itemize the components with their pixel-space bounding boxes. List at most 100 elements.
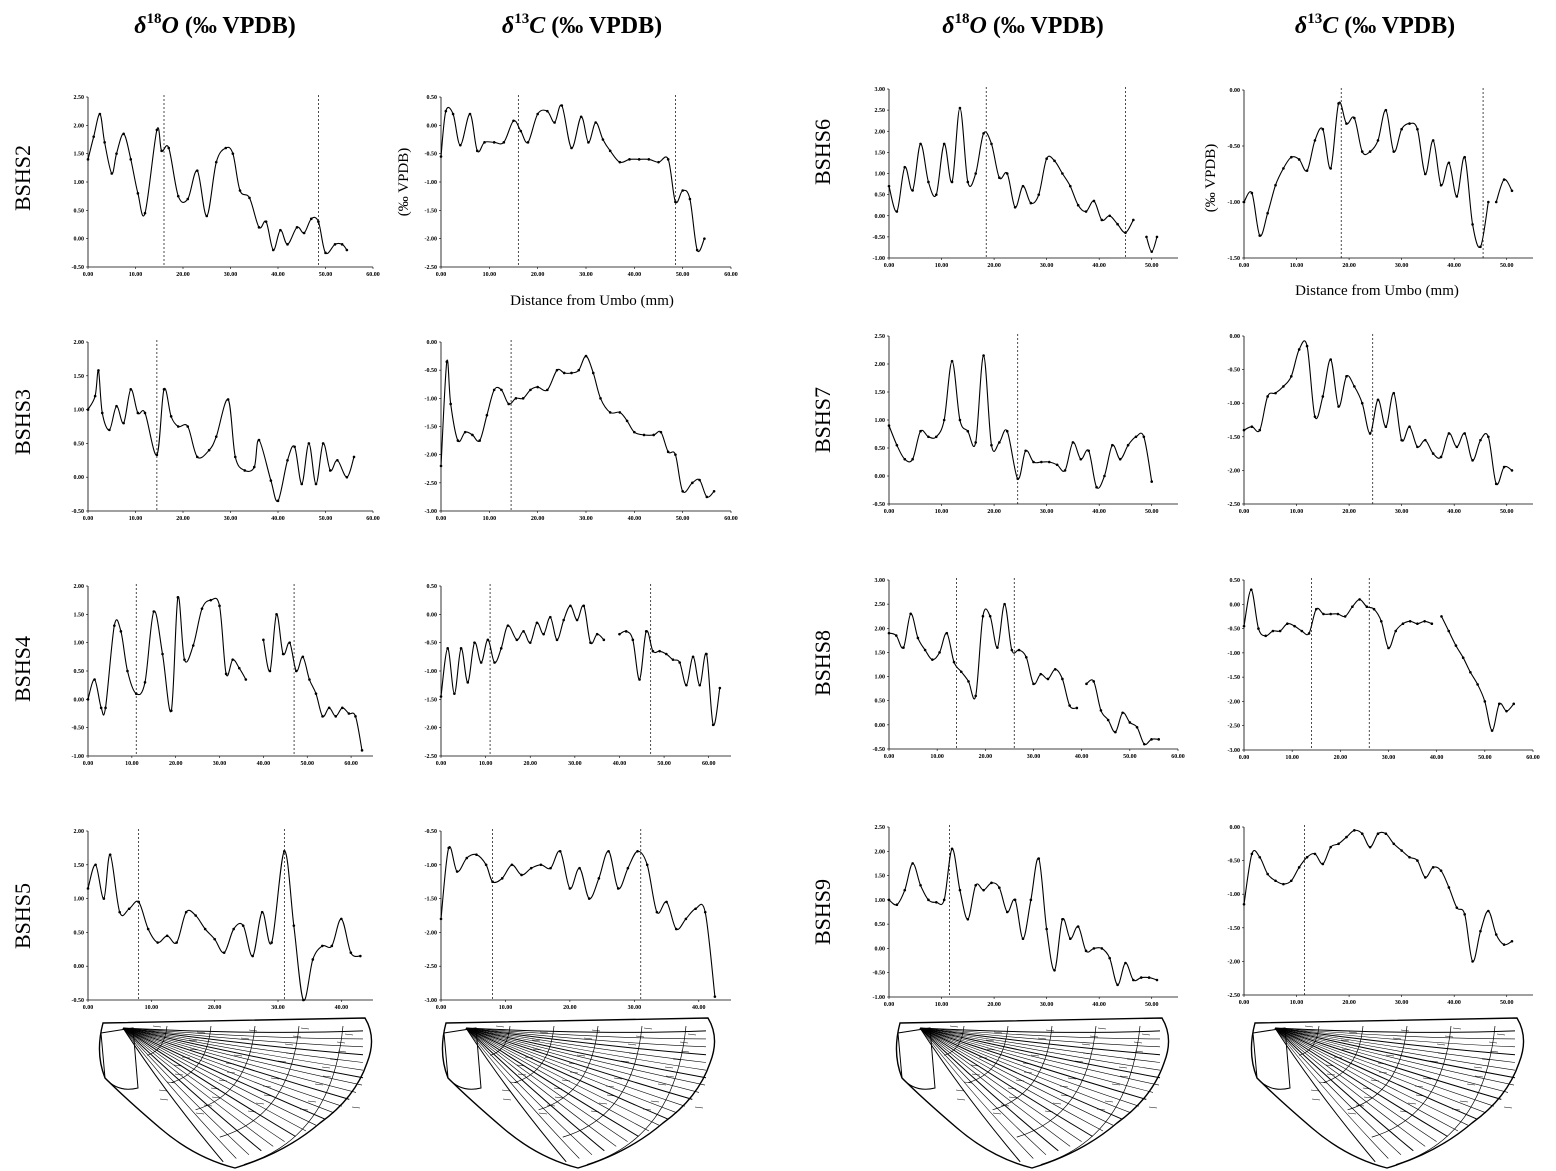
data-point — [237, 666, 241, 670]
data-point — [270, 941, 273, 944]
data-point — [1005, 172, 1009, 175]
data-point — [1471, 223, 1474, 226]
data-point — [341, 706, 344, 710]
data-point — [529, 866, 533, 870]
data-point — [345, 475, 349, 479]
data-point — [484, 863, 488, 867]
data-point — [1032, 460, 1035, 464]
row-label-bshs4: BSHS4 — [10, 636, 35, 702]
row-label-bshs9: BSHS9 — [810, 879, 835, 945]
data-point — [638, 678, 641, 681]
x-tick-label: 40.00 — [613, 761, 627, 767]
data-point — [515, 638, 519, 642]
x-tick-label: 60.00 — [344, 761, 358, 767]
data-point — [1297, 866, 1301, 869]
y-tick-label: 2.00 — [74, 340, 85, 346]
y-tick-label: -1.00 — [425, 396, 438, 402]
data-point — [1479, 929, 1482, 933]
data-point — [934, 193, 938, 196]
data-point — [1266, 211, 1269, 215]
x-tick-label: 0.00 — [884, 1002, 895, 1008]
data-point — [340, 917, 343, 921]
x-tick-label: 40.00 — [1430, 755, 1444, 761]
data-point — [618, 632, 621, 636]
data-point — [165, 934, 169, 938]
data-point — [321, 442, 325, 445]
chart-bshs3-d13c: -3.00 -2.50 -2.00 -1.50 -1.00 -0.50 0.00 0.00 10… — [425, 340, 738, 522]
data-point — [1264, 634, 1267, 638]
data-point — [895, 903, 899, 907]
data-point — [1250, 425, 1254, 429]
data-point — [1061, 172, 1064, 175]
y-tick-label: 1.50 — [875, 150, 886, 156]
data-point — [887, 424, 891, 427]
data-point — [1068, 937, 1072, 941]
x-tick-label: 60.00 — [1526, 755, 1540, 761]
x-tick-label: 20.00 — [979, 754, 993, 760]
data-point — [887, 898, 891, 902]
x-tick-label: 50.00 — [1145, 509, 1159, 515]
row-label-bshs5: BSHS5 — [10, 883, 35, 949]
data-point — [1431, 139, 1435, 142]
data-point — [218, 604, 221, 608]
data-point — [186, 197, 190, 201]
data-point — [1103, 474, 1106, 478]
data-point — [1274, 183, 1277, 187]
data-point — [1087, 449, 1090, 453]
data-point — [1329, 612, 1332, 616]
data-point — [575, 618, 579, 622]
y-tick-label: 1.00 — [875, 898, 886, 904]
data-point — [967, 680, 970, 683]
data-point — [1502, 465, 1506, 469]
data-point — [500, 388, 503, 392]
data-point — [594, 121, 597, 124]
data-point — [681, 489, 684, 493]
y-tick-label: -2.00 — [1228, 699, 1241, 705]
data-point — [526, 141, 530, 144]
data-point — [1368, 845, 1372, 849]
data-point — [170, 709, 173, 712]
y-tick-label: -0.50 — [425, 368, 438, 374]
x-tick-label: 20.00 — [176, 516, 190, 522]
column-header-d13c-left: δ13C (‰ VPDB) — [502, 11, 662, 39]
y-tick-label: 0.50 — [427, 95, 438, 101]
data-point — [528, 641, 532, 644]
y-tick-label: -1.00 — [425, 863, 438, 869]
data-point — [119, 630, 123, 633]
chart-bshs7-d18o: -0.500.000.501.001.502.002.500.00 10.00 20… — [873, 334, 1178, 515]
data-point — [1126, 443, 1130, 447]
data-point — [1076, 925, 1080, 928]
data-point — [286, 243, 289, 246]
x-tick-label: 30.00 — [1027, 754, 1041, 760]
x-tick-label: 10.00 — [1285, 755, 1299, 761]
data-point — [275, 613, 278, 616]
data-point — [570, 146, 573, 150]
data-point — [1266, 872, 1269, 876]
data-point — [97, 369, 100, 372]
data-point — [137, 900, 140, 904]
data-point — [99, 706, 103, 710]
data-point — [1400, 849, 1403, 852]
data-point — [334, 715, 338, 718]
data-point — [1242, 902, 1246, 906]
y-tick-label: 2.00 — [74, 123, 85, 129]
data-point — [1497, 702, 1501, 706]
data-point — [1150, 250, 1154, 253]
data-point — [1037, 857, 1041, 860]
y-tick-label: -1.50 — [1228, 435, 1241, 441]
x-tick-label: 30.00 — [213, 761, 227, 767]
data-point — [1068, 704, 1071, 707]
data-point — [465, 856, 469, 860]
x-tick-label: 30.00 — [271, 1005, 285, 1011]
data-point — [160, 149, 163, 153]
data-point — [1092, 680, 1096, 683]
series-line — [888, 107, 1134, 234]
data-point — [317, 220, 320, 223]
data-point — [927, 898, 930, 902]
x-tick-label: 60.00 — [366, 272, 380, 278]
x-tick-label: 40.00 — [257, 761, 271, 767]
data-point — [902, 646, 905, 649]
data-point — [191, 644, 195, 647]
data-point — [226, 398, 230, 401]
data-point — [453, 692, 456, 695]
